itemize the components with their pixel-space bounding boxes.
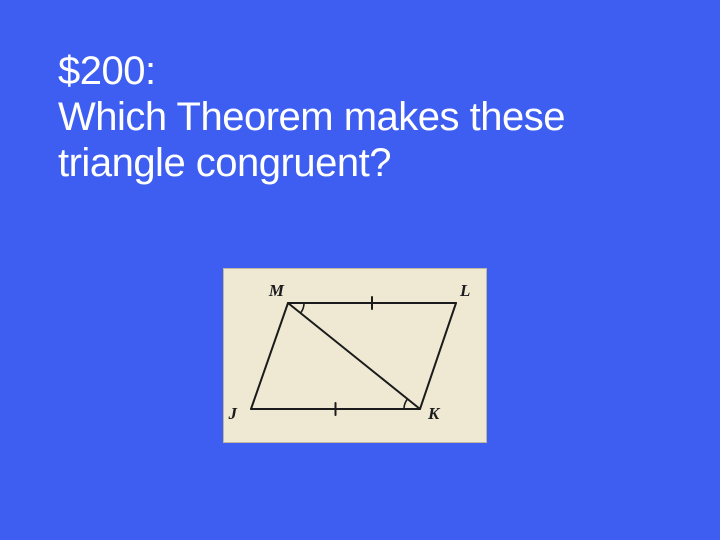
svg-text:J: J — [228, 404, 238, 423]
question-value: $200: — [58, 48, 565, 94]
question-text-line-1: Which Theorem makes these — [58, 94, 565, 140]
svg-text:K: K — [427, 404, 441, 423]
question-text-line-2: triangle congruent? — [58, 140, 565, 186]
svg-text:M: M — [268, 281, 285, 300]
question-block: $200: Which Theorem makes these triangle… — [58, 48, 565, 186]
triangle-diagram: M L J K — [223, 268, 487, 443]
triangle-diagram-svg: M L J K — [224, 269, 488, 444]
svg-text:L: L — [459, 281, 470, 300]
